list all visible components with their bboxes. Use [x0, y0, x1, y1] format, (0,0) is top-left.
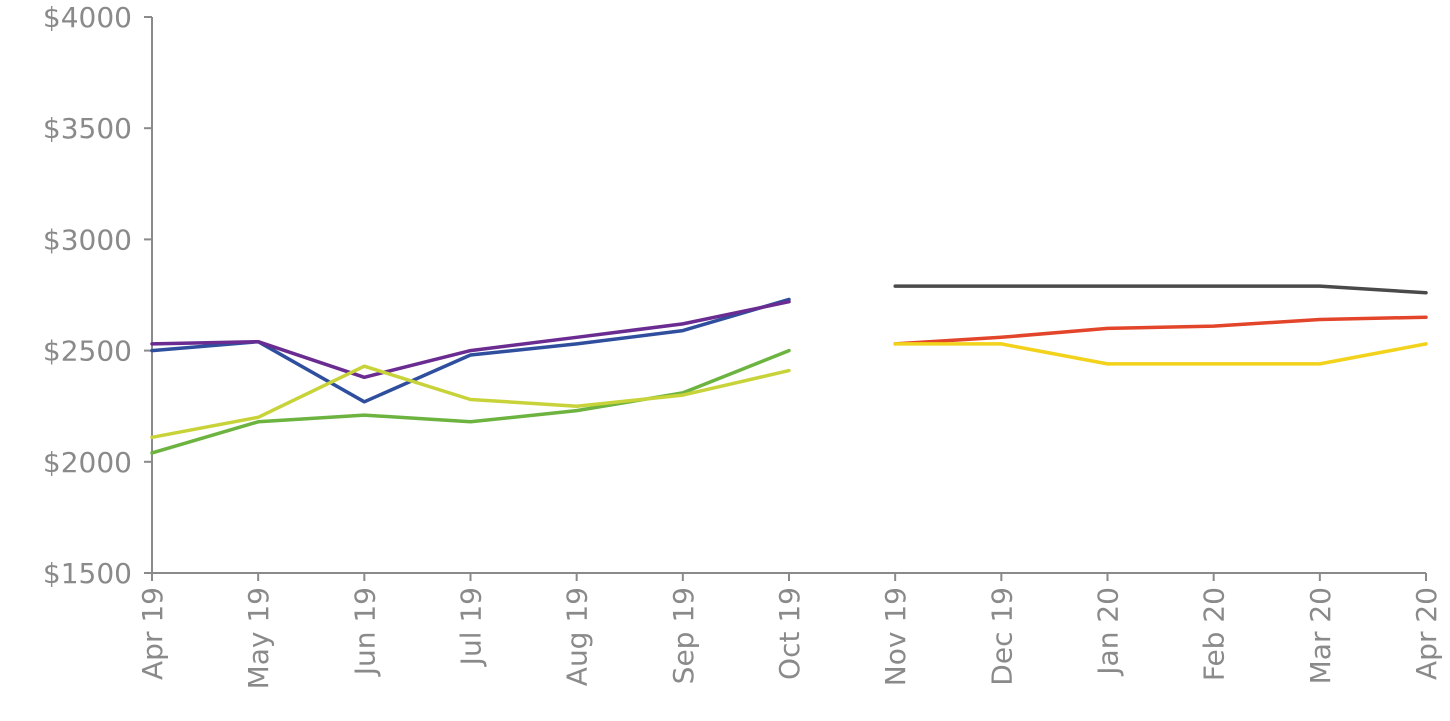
series-line-2 — [150, 299, 791, 380]
series-line-6 — [893, 315, 1428, 346]
y-tick-label: $2000 — [43, 446, 132, 479]
series-line-3 — [150, 348, 791, 455]
x-tick-label: Oct 19 — [773, 587, 806, 680]
series-lines — [150, 284, 1428, 455]
x-tick-label: Sep 19 — [667, 587, 700, 684]
series-line-7 — [893, 342, 1428, 366]
x-tick-label: Nov 19 — [879, 587, 912, 686]
x-tick-label: Jul 19 — [455, 587, 488, 667]
y-axis-tick-labels: $1500 $2000 $2500 $3000 $3500 $4000 — [43, 1, 132, 590]
x-tick-label: Dec 19 — [985, 587, 1018, 686]
y-tick-label: $3000 — [43, 223, 132, 256]
x-tick-label: Feb 20 — [1198, 587, 1231, 681]
x-axis-tick-labels: Apr 19 May 19 Jun 19 Jul 19 Aug 19 Sep 19 Oct … — [136, 587, 1443, 689]
series-line-4 — [150, 364, 791, 440]
y-tick-label: $1500 — [43, 557, 132, 590]
y-tick-label: $2500 — [43, 335, 132, 368]
x-tick-label: May 19 — [242, 587, 275, 689]
x-tick-label: Aug 19 — [561, 587, 594, 686]
x-tick-label: Jun 19 — [348, 587, 381, 677]
series-line-5 — [893, 284, 1428, 295]
x-tick-label: Apr 19 — [136, 587, 169, 680]
x-tick-label: Mar 20 — [1304, 587, 1337, 684]
axes — [144, 16, 1427, 581]
y-tick-label: $4000 — [43, 1, 132, 34]
y-tick-label: $3500 — [43, 112, 132, 145]
x-tick-label: Apr 20 — [1410, 587, 1443, 680]
x-tick-label: Jan 20 — [1092, 587, 1125, 677]
